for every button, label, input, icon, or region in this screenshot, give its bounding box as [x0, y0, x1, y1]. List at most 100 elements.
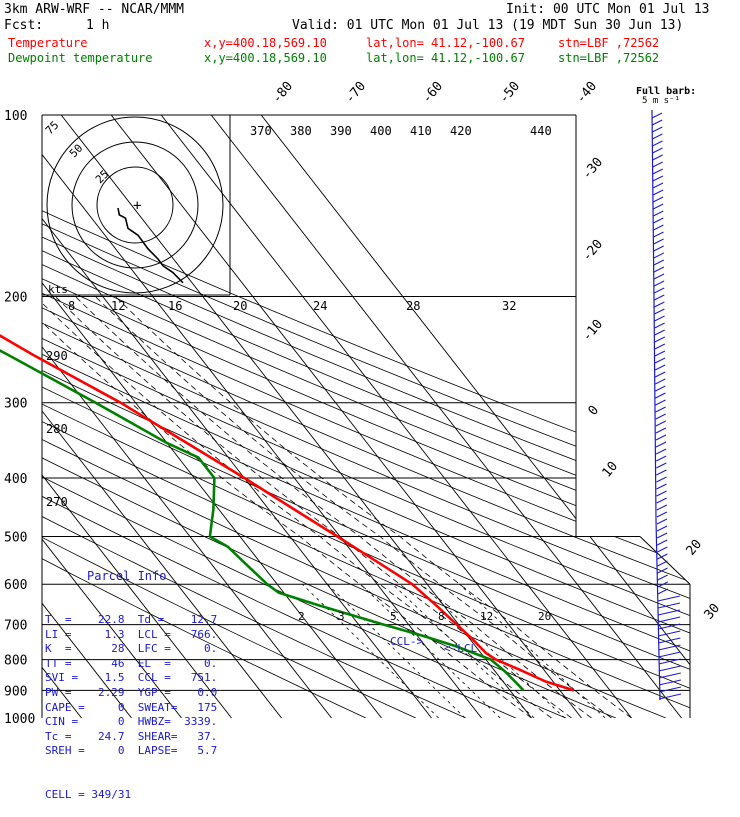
theta-label: 290	[46, 349, 68, 363]
wind-barb	[657, 595, 681, 602]
wind-barb	[652, 161, 663, 168]
pressure-tick-label: 900	[4, 684, 27, 699]
mixing-ratio-label: 8	[438, 610, 445, 623]
parcel-info-row: Tc = 24.7 SHEAR= 37.	[45, 729, 218, 743]
pressure-tick-label: 800	[4, 654, 27, 669]
hodograph-ring	[71, 141, 199, 269]
theta-label: 280	[46, 422, 68, 436]
wind-barb	[657, 602, 681, 609]
temperature-latlon: lat,lon= 41.12,-100.67	[366, 36, 525, 50]
wind-barb	[654, 343, 666, 350]
hodograph-speed-label: 28	[406, 299, 420, 313]
parcel-cell: CELL = 349/31	[45, 788, 132, 802]
wind-barb	[656, 497, 667, 504]
dry-adiabat	[42, 115, 690, 718]
wind-barb	[654, 301, 665, 308]
parcel-info-row: PW = 2.29 YGP = 0.0	[45, 685, 218, 699]
parcel-info-row: SVI = 1.5 CCL = 751.	[45, 671, 218, 685]
wind-barb	[657, 581, 668, 588]
dry-adiabat	[42, 115, 690, 718]
wind-barb	[656, 539, 668, 546]
wind-barb	[656, 518, 668, 525]
wind-barb	[652, 182, 664, 189]
wind-barb	[657, 546, 668, 553]
dewpoint-station: stn=LBF ,72562	[558, 51, 660, 65]
init-time: Init: 00 UTC Mon 01 Jul 13	[506, 2, 710, 17]
mixing-ratio-label: 20	[538, 610, 551, 623]
wind-barb	[654, 322, 665, 329]
dry-adiabat	[42, 115, 690, 718]
wind-barb	[658, 616, 681, 623]
wind-barb	[654, 294, 665, 301]
wind-barb	[656, 462, 667, 469]
isotherm-line	[42, 115, 482, 718]
theta-label: 420	[450, 124, 472, 138]
wind-barb	[658, 637, 681, 644]
moist-adiabat	[42, 296, 532, 718]
dry-adiabat	[42, 115, 466, 718]
wind-barb	[655, 455, 667, 462]
pressure-tick-label: 1000	[4, 712, 35, 727]
wind-barb	[653, 238, 664, 245]
dry-adiabat	[42, 115, 690, 718]
isotherm-line	[60, 115, 532, 718]
wind-barb	[653, 266, 665, 273]
pressure-tick-label: 500	[4, 530, 27, 545]
hodograph-speed-label: 8	[68, 299, 75, 313]
wind-barb	[654, 329, 665, 336]
dry-adiabat	[42, 115, 690, 718]
dry-adiabat	[42, 115, 690, 718]
temperature-station: stn=LBF ,72562	[558, 36, 660, 50]
wind-barb	[656, 532, 668, 539]
dewpoint-xy: x,y=400.18,569.10	[204, 51, 327, 65]
isotherm-label: -70	[343, 79, 370, 107]
wind-barb	[654, 364, 666, 371]
temperature-legend: Temperature	[8, 36, 88, 50]
wind-barb	[656, 476, 667, 483]
theta-label: 380	[290, 124, 312, 138]
isotherm-line	[42, 115, 432, 718]
moist-adiabat	[115, 296, 632, 718]
wind-barb	[657, 553, 668, 560]
temperature-line	[0, 334, 575, 692]
mixing-ratio-line	[421, 583, 566, 718]
hodograph-origin: +	[133, 198, 141, 214]
wind-barb	[655, 378, 666, 385]
hodograph-speed-label: 12	[111, 299, 125, 313]
dry-adiabat	[42, 115, 690, 718]
wind-barb	[652, 175, 664, 182]
isotherm-label: -30	[580, 155, 607, 183]
isotherm-line	[42, 115, 382, 718]
isotherm-label: 30	[702, 601, 724, 623]
dry-adiabat	[42, 115, 616, 718]
isotherm-line	[210, 115, 682, 718]
mixing-ratio-line	[459, 583, 606, 718]
wind-barb	[658, 665, 681, 672]
wind-barb	[653, 210, 664, 217]
isotherm-label: 20	[684, 537, 706, 559]
parcel-info-row: CAPE = 0 SWEAT= 175	[45, 700, 218, 714]
isotherm-line	[160, 115, 632, 718]
dry-adiabat	[42, 115, 690, 718]
wind-barb	[658, 679, 682, 686]
hodograph-speed-label: 32	[502, 299, 516, 313]
wind-barb	[656, 504, 668, 511]
lcl-label: <-LCL	[444, 642, 477, 655]
parcel-info-row: TT = 46 EL = 0.	[45, 656, 218, 670]
isotherm-label: 0	[586, 403, 603, 419]
temperature-xy: x,y=400.18,569.10	[204, 36, 327, 50]
hodograph-speed-label: 20	[233, 299, 247, 313]
mixing-ratio-label: 3	[338, 610, 345, 623]
pressure-tick-label: 100	[4, 109, 27, 124]
mixing-ratio-label: 2	[298, 610, 305, 623]
dry-adiabat	[42, 115, 690, 718]
wind-barb	[652, 203, 664, 210]
model-title: 3km ARW-WRF -- NCAR/MMM	[4, 2, 185, 17]
mixing-ratio-label: 12	[480, 610, 493, 623]
wind-barb	[653, 224, 664, 231]
mixing-ratio-line	[360, 583, 501, 718]
wind-barb	[655, 399, 666, 406]
moist-adiabat	[95, 296, 612, 718]
theta-label: 400	[370, 124, 392, 138]
